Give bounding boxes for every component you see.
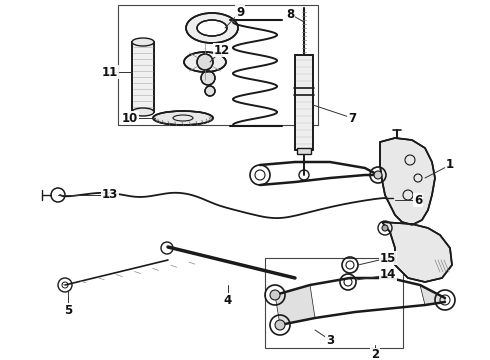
Circle shape	[374, 171, 382, 179]
Bar	[297, 148, 311, 154]
Ellipse shape	[184, 52, 226, 72]
Text: 8: 8	[286, 8, 294, 21]
Text: 13: 13	[102, 189, 118, 202]
Ellipse shape	[186, 13, 238, 43]
Text: 6: 6	[414, 194, 422, 207]
Circle shape	[275, 320, 285, 330]
Text: 1: 1	[446, 158, 454, 171]
Circle shape	[205, 86, 215, 96]
Text: 11: 11	[102, 66, 118, 78]
Circle shape	[201, 71, 215, 85]
Text: 2: 2	[371, 348, 379, 360]
Polygon shape	[275, 285, 315, 325]
Ellipse shape	[153, 111, 213, 125]
Text: 4: 4	[224, 293, 232, 306]
Bar	[132, 42, 154, 112]
Text: 5: 5	[64, 303, 72, 316]
Circle shape	[270, 290, 280, 300]
Bar	[295, 55, 313, 150]
Text: 14: 14	[380, 269, 396, 282]
Ellipse shape	[132, 38, 154, 46]
Bar	[295, 55, 313, 150]
Text: 7: 7	[348, 112, 356, 125]
Circle shape	[382, 225, 388, 231]
Bar	[132, 42, 154, 112]
Polygon shape	[380, 138, 435, 225]
Text: 15: 15	[380, 252, 396, 265]
Text: 3: 3	[326, 333, 334, 346]
Text: 12: 12	[214, 44, 230, 57]
Ellipse shape	[132, 108, 154, 116]
Polygon shape	[382, 222, 452, 282]
Text: 9: 9	[236, 5, 244, 18]
Ellipse shape	[197, 20, 227, 36]
Polygon shape	[420, 285, 445, 305]
Bar	[118, 5, 318, 125]
Circle shape	[197, 54, 213, 70]
Text: 10: 10	[122, 112, 138, 125]
Bar	[265, 258, 403, 348]
